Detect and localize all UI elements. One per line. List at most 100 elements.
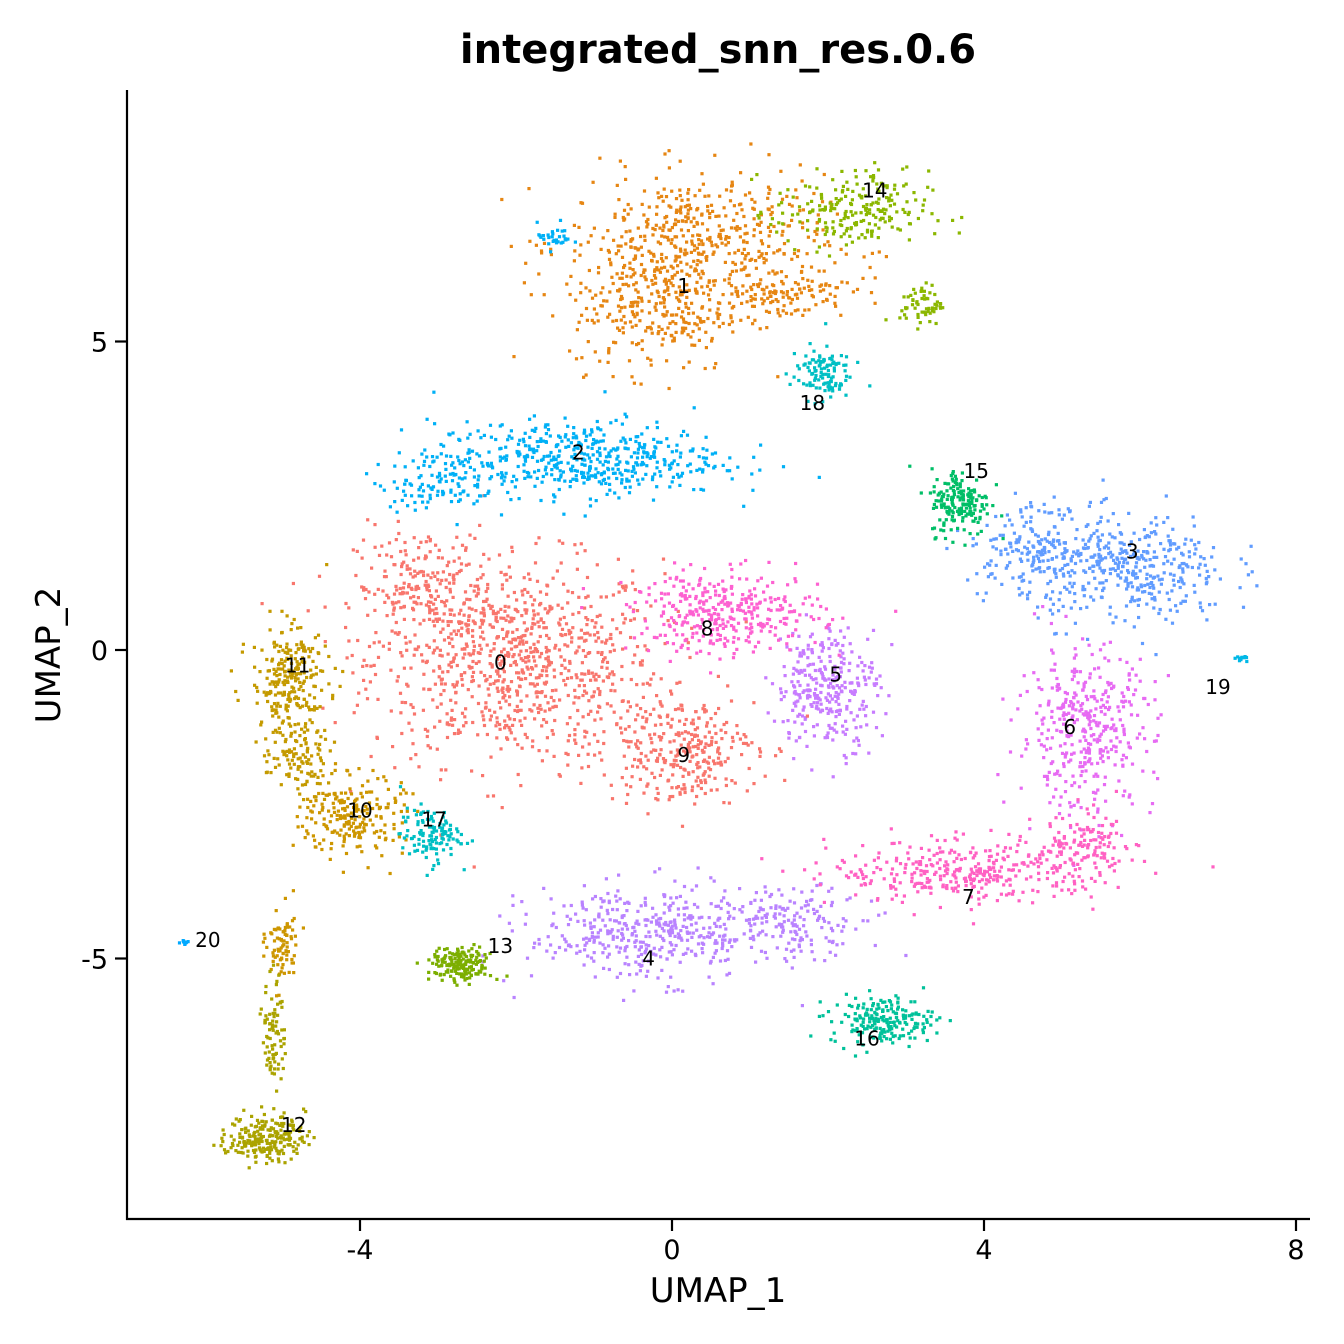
cluster-2-point: [563, 479, 567, 483]
cluster-7-point: [891, 885, 895, 889]
cluster-1-point: [672, 339, 676, 343]
cluster-1-point: [714, 214, 718, 218]
cluster-5-point: [791, 631, 795, 636]
cluster-0-point: [602, 657, 606, 662]
cluster-2-point: [472, 475, 476, 479]
cluster-7-point: [868, 881, 872, 886]
cluster-1-point: [676, 219, 681, 223]
cluster-3-point: [1043, 537, 1047, 541]
cluster-3-point: [1102, 498, 1106, 502]
cluster-0-point: [523, 716, 527, 720]
cluster-4-point: [672, 948, 676, 952]
cluster-4-point: [616, 889, 620, 893]
cluster-7-point: [934, 870, 938, 874]
cluster-0-point: [600, 651, 604, 655]
cluster-6-point: [1078, 765, 1082, 769]
cluster-3-point: [1241, 605, 1246, 609]
cluster-4-point: [697, 916, 701, 920]
cluster-7-point: [1050, 866, 1054, 870]
cluster-0-point: [585, 623, 589, 627]
cluster-4-point: [652, 946, 656, 950]
cluster-1-point: [785, 194, 789, 198]
cluster-1-point: [671, 284, 675, 288]
cluster-1-point: [690, 301, 694, 305]
cluster-4-point: [658, 934, 662, 938]
cluster-0-point: [451, 645, 455, 649]
cluster-1-point: [665, 310, 669, 314]
cluster-4-point: [673, 918, 677, 922]
cluster-2-point: [595, 457, 600, 461]
cluster-1-point: [833, 301, 837, 305]
cluster-4-point: [682, 884, 687, 889]
cluster-0-point: [507, 565, 511, 569]
cluster-0-point: [603, 656, 607, 660]
cluster-0-point: [467, 562, 471, 566]
cluster-4-point: [696, 866, 700, 870]
cluster-0-point: [486, 687, 490, 691]
cluster-1-point: [605, 299, 609, 303]
cluster-2-point: [559, 475, 563, 479]
cluster-2-point: [758, 468, 762, 472]
cluster-5-point: [818, 698, 822, 702]
cluster-4-point: [673, 934, 677, 938]
cluster-0-point: [440, 682, 444, 686]
cluster-3-point: [1029, 515, 1033, 519]
cluster-6-point: [1116, 705, 1120, 709]
cluster-1-point: [693, 248, 697, 252]
cluster-6-point: [1070, 716, 1074, 720]
cluster-4-point: [668, 908, 672, 912]
cluster-3-point: [1178, 564, 1182, 568]
cluster-1-point: [617, 328, 622, 332]
cluster-7-point: [1018, 834, 1022, 839]
cluster-3-point: [1091, 569, 1095, 574]
cluster-3-point: [1082, 594, 1086, 598]
cluster-3-point: [1026, 551, 1030, 555]
cluster-3-point: [1179, 576, 1183, 580]
cluster-1-point: [692, 216, 696, 220]
cluster-1-point: [693, 322, 697, 326]
cluster-5-point: [779, 691, 783, 695]
cluster-1-point: [634, 323, 638, 327]
cluster-0-point: [598, 689, 602, 694]
cluster-8-point: [687, 582, 691, 586]
cluster-1-point: [692, 259, 696, 263]
cluster-3-point: [1096, 544, 1100, 548]
cluster-0-point: [486, 586, 490, 590]
cluster-0-point: [512, 661, 516, 665]
cluster-0-point: [599, 595, 603, 599]
cluster-2-point: [513, 485, 517, 489]
cluster-7-point: [929, 886, 933, 890]
cluster-0-point: [622, 739, 626, 743]
cluster-5-point: [821, 676, 825, 680]
cluster-5-point: [810, 651, 814, 655]
cluster-1-point: [752, 228, 756, 232]
cluster-2-point: [510, 436, 514, 440]
cluster-4-point: [649, 920, 653, 924]
cluster-4-point: [660, 968, 664, 972]
cluster-0-point: [560, 627, 565, 631]
cluster-1-point: [687, 188, 691, 192]
cluster-0-point: [428, 550, 432, 554]
cluster-4-point: [689, 923, 694, 927]
cluster-6-point: [1037, 738, 1041, 742]
cluster-4-point: [830, 900, 834, 904]
cluster-2-point: [546, 428, 551, 432]
cluster-3-point: [1151, 564, 1156, 568]
cluster-3-point: [1063, 541, 1067, 545]
cluster-6-point: [1072, 674, 1076, 678]
cluster-2-point: [417, 494, 421, 498]
cluster-0-point: [385, 553, 389, 557]
cluster-4-point: [663, 902, 667, 906]
cluster-0-point: [543, 607, 547, 611]
cluster-4-point: [676, 988, 680, 992]
cluster-0-point: [506, 689, 510, 693]
cluster-7-point: [949, 848, 953, 852]
cluster-4-point: [684, 951, 688, 955]
cluster-5-point: [847, 669, 851, 673]
cluster-1-point: [580, 313, 584, 317]
cluster-7-point: [955, 856, 959, 860]
cluster-1-point: [695, 263, 699, 267]
cluster-2-point: [652, 451, 656, 455]
cluster-3-point: [1154, 653, 1158, 657]
cluster-8-point: [619, 580, 623, 585]
